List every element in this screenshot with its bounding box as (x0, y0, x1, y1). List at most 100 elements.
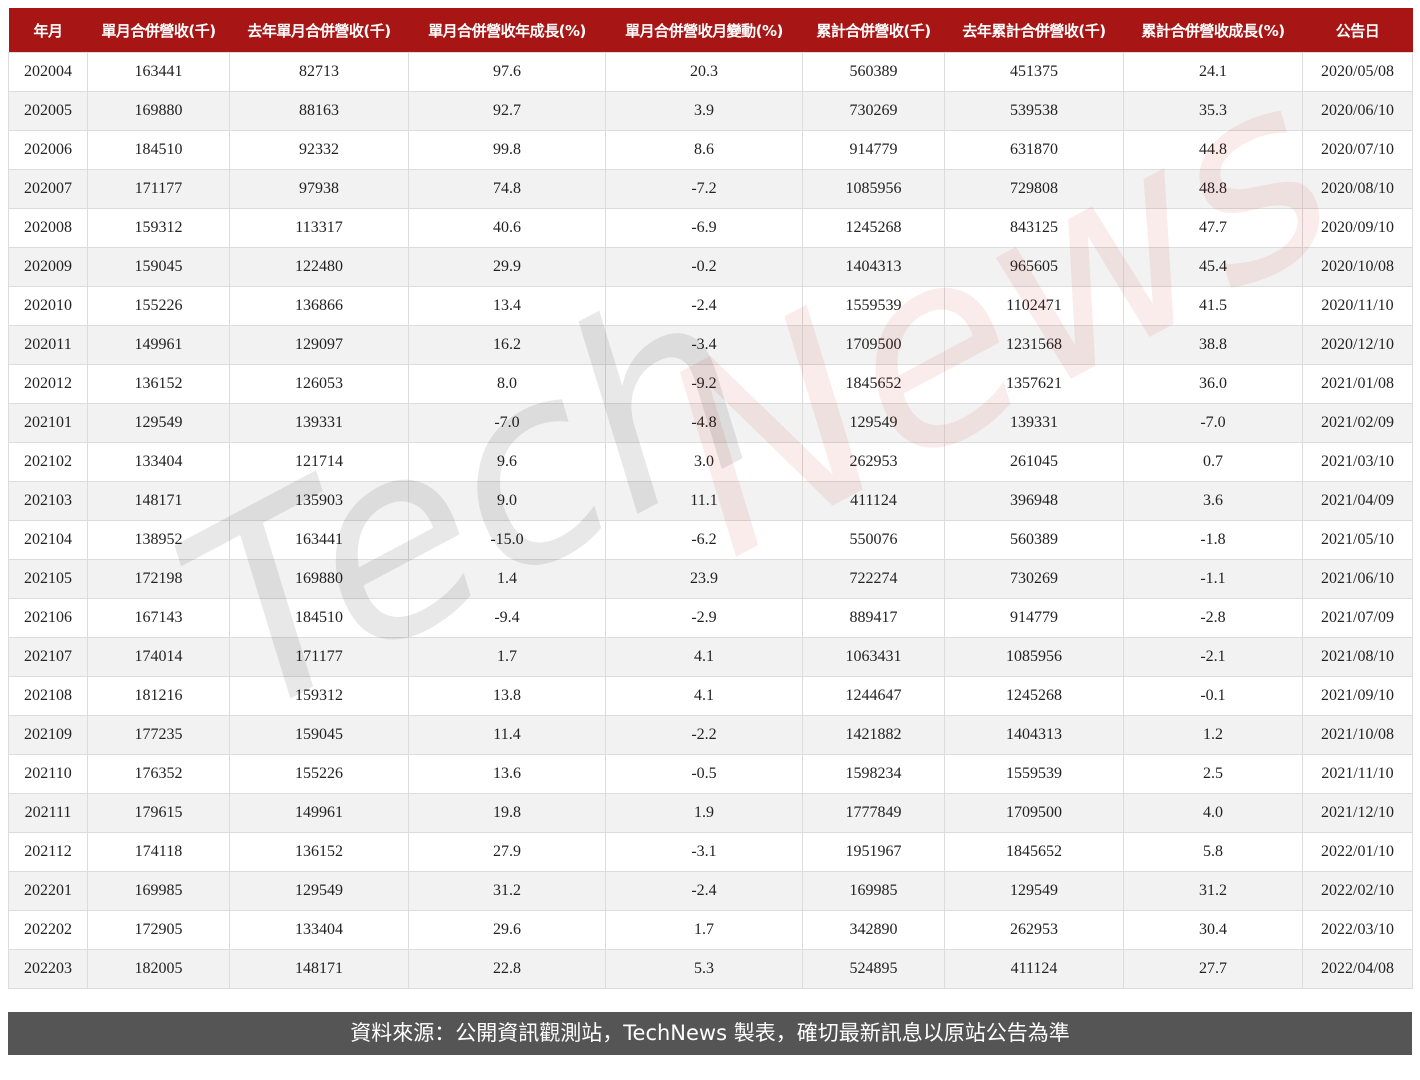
table-cell: -9.4 (408, 598, 606, 638)
table-cell: 202105 (8, 559, 88, 599)
table-cell: -15.0 (408, 520, 606, 560)
table-cell: 729808 (944, 169, 1124, 209)
table-cell: 631870 (944, 130, 1124, 170)
table-cell: 163441 (87, 52, 230, 92)
table-cell: 149961 (229, 793, 409, 833)
table-cell: 9.0 (408, 481, 606, 521)
table-cell: 139331 (944, 403, 1124, 443)
table-cell: 122480 (229, 247, 409, 287)
table-cell: 13.8 (408, 676, 606, 716)
table-cell: 730269 (944, 559, 1124, 599)
table-cell: 97938 (229, 169, 409, 209)
table-cell: 262953 (944, 910, 1124, 950)
table-cell: 148171 (87, 481, 230, 521)
table-cell: 159312 (229, 676, 409, 716)
table-cell: 5.3 (605, 949, 803, 989)
table-cell: 155226 (87, 286, 230, 326)
table-cell: -7.0 (1123, 403, 1303, 443)
table-cell: 1231568 (944, 325, 1124, 365)
table-cell: 1.7 (408, 637, 606, 677)
table-cell: -2.9 (605, 598, 803, 638)
table-cell: 22.8 (408, 949, 606, 989)
table-cell: -2.1 (1123, 637, 1303, 677)
table-row: 202011 149961 129097 16.2 -3.4 1709500 1231568… (8, 325, 1413, 365)
table-cell: 1063431 (802, 637, 945, 677)
table-cell: 159045 (229, 715, 409, 755)
table-cell: 3.0 (605, 442, 803, 482)
table-cell: 2021/10/08 (1302, 715, 1413, 755)
table-cell: -2.2 (605, 715, 803, 755)
table-cell: 202112 (8, 832, 88, 872)
table-cell: 41.5 (1123, 286, 1303, 326)
table-cell: 171177 (87, 169, 230, 209)
table-cell: 411124 (944, 949, 1124, 989)
table-cell: 202101 (8, 403, 88, 443)
table-cell: 1102471 (944, 286, 1124, 326)
table-cell: 965605 (944, 247, 1124, 287)
table-cell: 202005 (8, 91, 88, 131)
table-cell: 35.3 (1123, 91, 1303, 131)
table-row: 202105 172198 169880 1.4 23.9 722274 730269 -1.… (8, 559, 1413, 599)
table-cell: 1404313 (944, 715, 1124, 755)
table-cell: 914779 (802, 130, 945, 170)
table-cell: 202104 (8, 520, 88, 560)
table-cell: 2020/08/10 (1302, 169, 1413, 209)
table-cell: 159045 (87, 247, 230, 287)
table-cell: 23.9 (605, 559, 803, 599)
table-cell: 1245268 (944, 676, 1124, 716)
table-cell: 202009 (8, 247, 88, 287)
table-row: 202106 167143 184510 -9.4 -2.9 889417 914779 -2… (8, 598, 1413, 638)
table-cell: 92.7 (408, 91, 606, 131)
table-cell: -4.8 (605, 403, 803, 443)
table-cell: 159312 (87, 208, 230, 248)
table-cell: -2.4 (605, 871, 803, 911)
table-cell: 2021/05/10 (1302, 520, 1413, 560)
table-row: 202201 169985 129549 31.2 -2.4 169985 129549 31… (8, 871, 1413, 911)
table-cell: 202004 (8, 52, 88, 92)
table-row: 202108 181216 159312 13.8 4.1 1244647 1245268-… (8, 676, 1413, 716)
table-row: 202112 174118 136152 27.9 -3.1 1951967 1845652… (8, 832, 1413, 872)
table-cell: -0.5 (605, 754, 803, 794)
table-row: 202107 174014 171177 1.7 4.1 1063431 1085956 -2… (8, 637, 1413, 677)
table-cell: 1245268 (802, 208, 945, 248)
column-header: 累計合併營收(千) (802, 8, 945, 53)
table-cell: -1.1 (1123, 559, 1303, 599)
table-cell: 45.4 (1123, 247, 1303, 287)
table-cell: 2022/02/10 (1302, 871, 1413, 911)
table-cell: 560389 (944, 520, 1124, 560)
table-cell: 19.8 (408, 793, 606, 833)
table-cell: 136152 (229, 832, 409, 872)
table-cell: 2020/07/10 (1302, 130, 1413, 170)
table-cell: 171177 (229, 637, 409, 677)
table-cell: 1085956 (944, 637, 1124, 677)
table-header-row: 年月 單月合併營收(千) 去年單月合併營收(千) 單月合併營收年成長(%) 單月合併營收… (8, 8, 1413, 53)
table-cell: 1.7 (605, 910, 803, 950)
table-cell: 179615 (87, 793, 230, 833)
table-cell: 4.0 (1123, 793, 1303, 833)
table-cell: 138952 (87, 520, 230, 560)
column-header: 累計合併營收成長(%) (1123, 8, 1303, 53)
table-cell: 0.7 (1123, 442, 1303, 482)
table-cell: 92332 (229, 130, 409, 170)
table-cell: 155226 (229, 754, 409, 794)
column-header: 公告日 (1302, 8, 1413, 53)
table-cell: 262953 (802, 442, 945, 482)
table-cell: 136152 (87, 364, 230, 404)
table-cell: -0.1 (1123, 676, 1303, 716)
table-cell: 82713 (229, 52, 409, 92)
table-cell: 40.6 (408, 208, 606, 248)
table-cell: 133404 (87, 442, 230, 482)
table-cell: 202109 (8, 715, 88, 755)
table-row: 202110 176352 155226 13.6 -0.5 1598234 1559539… (8, 754, 1413, 794)
table-cell: 396948 (944, 481, 1124, 521)
table-cell: 411124 (802, 481, 945, 521)
table-cell: 2021/07/09 (1302, 598, 1413, 638)
table-cell: 99.8 (408, 130, 606, 170)
table-cell: 129097 (229, 325, 409, 365)
table-cell: 1845652 (802, 364, 945, 404)
table-cell: 202202 (8, 910, 88, 950)
table-row: 202102 133404 121714 9.6 3.0 262953 261045 0.7 2… (8, 442, 1413, 482)
table-cell: 1598234 (802, 754, 945, 794)
table-row: 202006 184510 92332 99.8 8.6 914779 631870 44.8… (8, 130, 1413, 170)
table-cell: 2021/11/10 (1302, 754, 1413, 794)
